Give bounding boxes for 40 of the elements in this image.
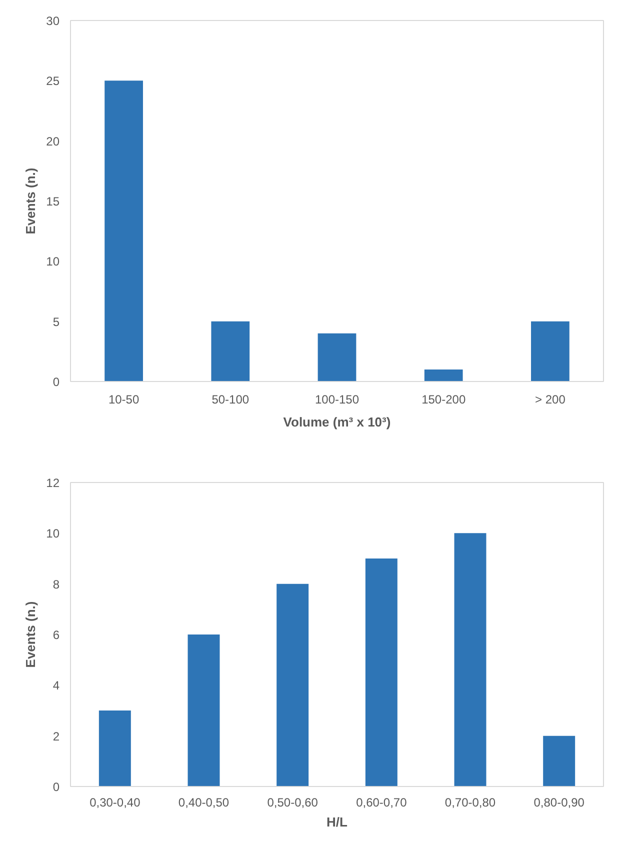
y-tick-label: 15	[46, 194, 60, 208]
y-tick-label: 0	[52, 375, 60, 389]
y-tick-label: 20	[46, 134, 60, 148]
y-tick-label: 10	[46, 526, 60, 541]
y-tick-label: 25	[46, 74, 60, 88]
x-tick-label: > 200	[535, 392, 566, 406]
x-tick-label: 0,80-0,90	[534, 796, 585, 810]
y-tick-label: 6	[52, 628, 60, 642]
y-tick-label: 10	[46, 254, 60, 269]
bar	[104, 80, 143, 382]
y-tick-label: 8	[52, 577, 60, 592]
y-axis-title: Events (n.)	[23, 601, 38, 668]
x-tick-label: 0,50-0,60	[267, 796, 318, 810]
y-tick-label: 4	[52, 678, 60, 693]
x-tick-label: 0,40-0,50	[178, 796, 230, 810]
x-tick-label: 0,70-0,80	[444, 796, 496, 810]
x-tick-label: 10-50	[108, 392, 140, 406]
bar	[318, 333, 356, 382]
x-tick-label: 0,30-0,40	[90, 796, 141, 810]
y-tick-label: 30	[46, 14, 60, 28]
y-tick-label: 5	[52, 314, 60, 329]
x-tick-label: 0,60-0,70	[356, 796, 408, 810]
x-axis-title: H/L	[326, 814, 348, 830]
bar	[531, 321, 570, 382]
x-tick-label: 50-100	[212, 392, 250, 406]
bar	[543, 736, 576, 786]
x-axis-title: Volume (m³ x 10³)	[283, 414, 391, 430]
bar	[424, 369, 463, 382]
bar	[454, 533, 486, 786]
y-tick-label: 12	[46, 476, 60, 490]
y-axis-title: Events (n.)	[23, 168, 38, 234]
bar	[276, 584, 309, 786]
x-tick-label: 150-200	[422, 392, 466, 406]
bar	[211, 321, 250, 382]
bar	[188, 634, 220, 786]
y-tick-label: 0	[52, 780, 60, 794]
y-tick-label: 2	[52, 729, 60, 744]
bar	[365, 558, 398, 786]
x-tick-label: 100-150	[314, 392, 360, 406]
bar	[98, 710, 131, 786]
